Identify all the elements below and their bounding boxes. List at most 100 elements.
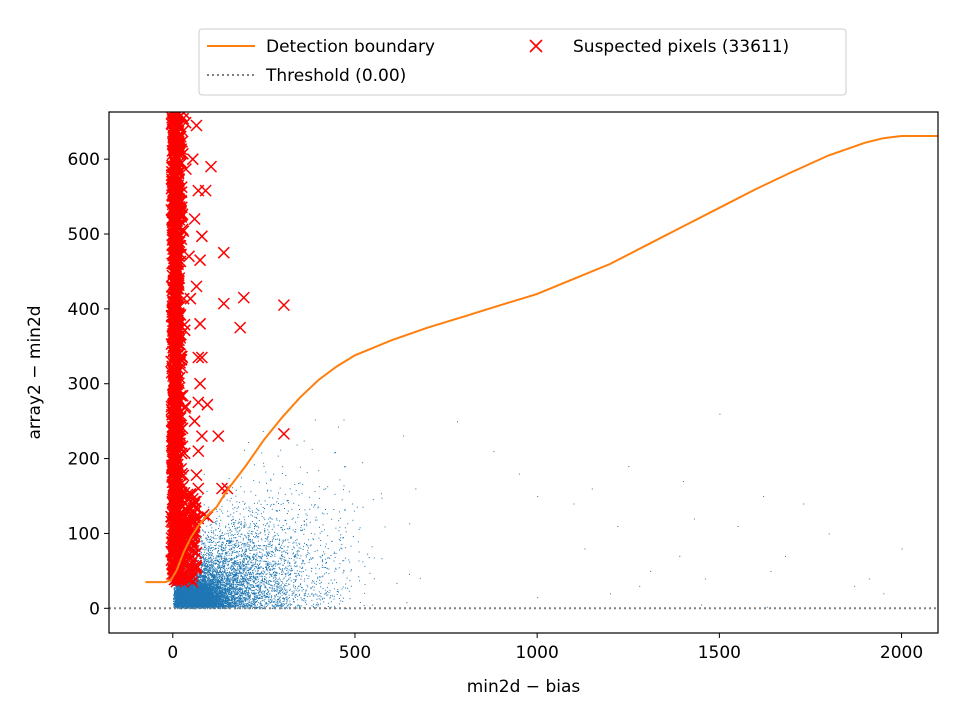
suspected-marker — [190, 546, 203, 559]
suspected-marker — [173, 186, 186, 200]
suspected-marker — [186, 575, 199, 589]
suspected-marker — [167, 265, 180, 278]
suspected-marker — [192, 445, 205, 458]
pixel-outlier — [584, 548, 586, 550]
suspected-marker — [168, 144, 181, 157]
pixel-outlier — [901, 548, 903, 550]
suspected-marker — [175, 536, 188, 549]
suspected-marker — [170, 474, 183, 488]
suspected-marker — [192, 184, 205, 197]
suspected-marker — [182, 250, 196, 263]
suspected-pixels — [164, 112, 290, 589]
suspected-marker — [174, 468, 187, 481]
suspected-marker — [172, 206, 185, 219]
suspected-marker — [174, 350, 187, 363]
suspected-marker — [190, 561, 203, 574]
plot-area — [109, 112, 938, 610]
suspected-marker — [197, 508, 210, 521]
suspected-marker — [186, 570, 199, 583]
legend-boundary-label: Detection boundary — [266, 37, 435, 57]
legend: Detection boundary Threshold (0.00) Susp… — [198, 28, 847, 96]
suspected-marker — [167, 295, 180, 309]
pixel-outlier — [573, 503, 575, 505]
detection-boundary-line — [145, 135, 938, 584]
pixel-outlier — [639, 585, 641, 587]
suspected-marker — [169, 249, 182, 262]
suspected-marker — [168, 128, 181, 142]
pixel-outlier — [682, 481, 684, 482]
suspected-marker — [237, 291, 250, 304]
suspected-marker — [212, 430, 225, 443]
suspected-marker — [177, 519, 190, 532]
suspected-marker — [217, 246, 230, 259]
suspected-marker — [217, 297, 230, 310]
suspected-marker — [195, 430, 208, 443]
x-axis-label: min2d − bias — [467, 677, 581, 697]
pixel-outlier — [785, 555, 786, 557]
suspected-marker — [168, 368, 181, 381]
y-tick-label: 300 — [68, 375, 100, 395]
pixel-outlier — [617, 526, 619, 527]
suspected-marker — [165, 461, 178, 474]
y-tick-label: 100 — [68, 524, 100, 544]
suspected-marker — [170, 170, 183, 183]
y-tick-label: 500 — [68, 225, 100, 245]
pixel-outlier — [770, 570, 772, 572]
y-tick-label: 400 — [68, 300, 100, 320]
suspected-marker — [167, 291, 180, 304]
suspected-marker — [165, 182, 178, 195]
suspected-marker — [168, 362, 181, 375]
suspected-marker — [168, 471, 181, 484]
suspected-marker — [171, 378, 184, 391]
suspected-marker — [277, 299, 290, 312]
suspected-marker — [192, 396, 205, 409]
suspected-marker — [190, 119, 203, 132]
suspected-marker — [177, 112, 190, 119]
suspected-marker — [170, 309, 183, 322]
suspected-marker — [171, 374, 184, 387]
suspected-marker — [168, 406, 181, 419]
suspected-marker — [194, 317, 207, 330]
suspected-marker — [168, 350, 181, 363]
suspected-marker — [169, 332, 182, 346]
axes-frame — [108, 111, 939, 634]
pixel-outlier — [704, 578, 706, 580]
suspected-marker — [201, 398, 214, 411]
suspected-marker — [187, 544, 200, 557]
suspected-marker — [190, 469, 203, 482]
suspected-marker — [169, 453, 182, 466]
suspected-marker — [169, 449, 183, 462]
suspected-marker — [174, 493, 187, 506]
suspected-marker — [234, 321, 247, 334]
suspected-marker — [166, 345, 179, 358]
pixel-outlier — [701, 604, 703, 606]
suspected-marker — [170, 492, 183, 505]
suspected-marker — [170, 273, 184, 286]
suspected-marker — [184, 292, 197, 305]
suspected-marker — [192, 482, 205, 495]
suspected-marker — [170, 314, 183, 327]
legend-threshold-label: Threshold (0.00) — [265, 66, 406, 86]
suspected-marker — [169, 167, 183, 180]
suspected-marker — [195, 230, 208, 243]
suspected-marker — [186, 153, 199, 166]
suspected-marker — [171, 509, 185, 522]
suspected-marker — [167, 249, 180, 262]
pixel-outlier — [868, 578, 870, 580]
suspected-marker — [181, 504, 194, 517]
legend-box — [198, 28, 847, 96]
pixel-outlier — [737, 526, 739, 527]
suspected-marker — [195, 351, 208, 364]
suspected-marker — [192, 351, 205, 364]
pixel-outlier — [650, 570, 652, 572]
pixel-outlier — [679, 555, 681, 557]
suspected-marker — [186, 497, 199, 510]
pixel-outlier — [854, 585, 856, 587]
pixel-outlier — [693, 518, 695, 520]
y-tick-label: 200 — [68, 450, 100, 470]
pixel-outlier — [766, 606, 768, 608]
x-tick-label: 2000 — [880, 643, 923, 663]
y-tick-label: 600 — [68, 150, 100, 170]
x-tick-label: 1500 — [698, 643, 741, 663]
suspected-marker — [165, 400, 178, 413]
